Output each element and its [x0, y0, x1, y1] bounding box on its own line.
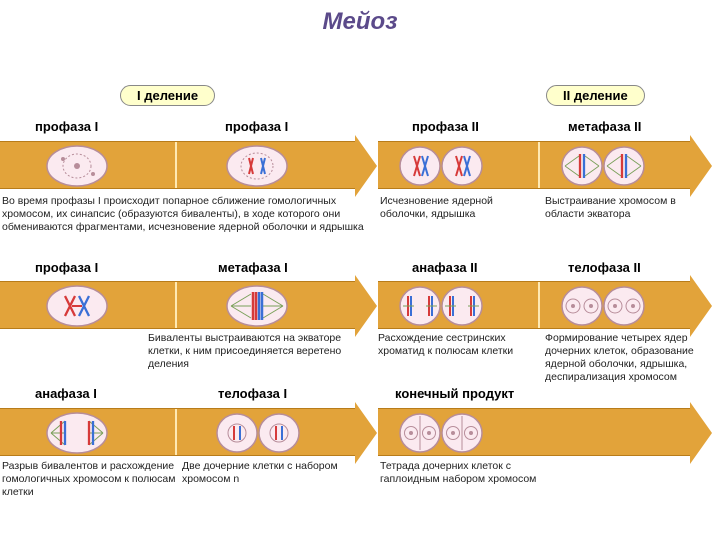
cell-metaphase2 — [560, 144, 646, 188]
cell-telophase2 — [560, 284, 646, 328]
phase-label: профаза II — [412, 119, 479, 134]
description: Биваленты выстраиваются на экваторе клет… — [148, 332, 358, 371]
phase-label: метафаза II — [568, 119, 641, 134]
phase-label: профаза I — [35, 260, 98, 275]
cell-anaphase2 — [398, 284, 484, 328]
description: Расхождение сестринских хроматид к полюс… — [378, 332, 543, 358]
phase-label: профаза I — [225, 119, 288, 134]
phase-label: метафаза I — [218, 260, 288, 275]
cell-telophase1 — [215, 411, 301, 455]
cell-metaphase1 — [225, 284, 290, 328]
description: Во время профазы I происходит попарное с… — [2, 195, 377, 234]
description: Выстраивание хромосом в области экватора — [545, 195, 705, 221]
cell-final-tetrad — [398, 411, 484, 455]
division-1-label: I деление — [120, 85, 215, 106]
description: Формирование четырех ядер дочерних клето… — [545, 332, 717, 385]
phase-label: телофаза II — [568, 260, 641, 275]
page-title: Мейоз — [0, 8, 720, 36]
description: Две дочерние клетки с набором хромосом n — [182, 460, 352, 486]
description: Исчезновение ядерной оболочки, ядрышка — [380, 195, 530, 221]
cell-prophase2 — [398, 144, 484, 188]
division-2-label: II деление — [546, 85, 645, 106]
description: Разрыв бивалентов и расхождение гомологи… — [2, 460, 178, 499]
description: Тетрада дочерних клеток с гаплоидным наб… — [380, 460, 570, 486]
phase-label: анафаза II — [412, 260, 477, 275]
cell-prophase1-a — [45, 144, 110, 188]
cell-crossover — [45, 284, 110, 328]
cell-prophase1-b — [225, 144, 290, 188]
phase-label: конечный продукт — [395, 386, 514, 401]
phase-label: анафаза I — [35, 386, 97, 401]
cell-anaphase1 — [45, 411, 110, 455]
phase-label: профаза I — [35, 119, 98, 134]
phase-label: телофаза I — [218, 386, 287, 401]
